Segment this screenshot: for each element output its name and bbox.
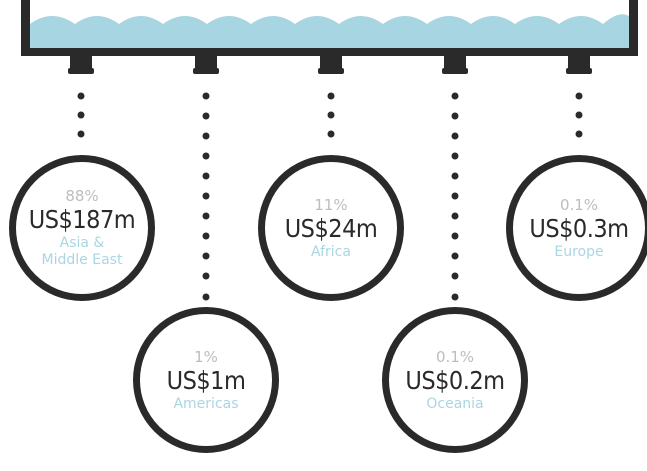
tap-1 xyxy=(68,56,94,74)
region-amount: US$0.3m xyxy=(529,213,629,243)
region-percent: 88% xyxy=(65,187,99,205)
region-bubble-europe: 0.1% US$0.3m Europe xyxy=(506,155,647,301)
region-percent: 0.1% xyxy=(559,195,599,214)
region-percent: 1% xyxy=(194,347,218,366)
drip-line-1 xyxy=(77,92,85,138)
region-name: Europe xyxy=(554,243,604,260)
region-percent: 11% xyxy=(314,195,348,214)
drip-line-3 xyxy=(327,92,335,138)
region-bubble-africa: 11% US$24m Africa xyxy=(258,155,404,301)
tap-2 xyxy=(193,56,219,74)
region-percent: 0.1% xyxy=(435,347,475,366)
region-name: Africa xyxy=(311,243,351,260)
region-bubble-americas: 1% US$1m Americas xyxy=(133,307,279,453)
region-name: Asia & Middle East xyxy=(41,235,123,268)
drip-line-5 xyxy=(575,92,583,138)
region-name: Americas xyxy=(173,395,239,412)
tap-4 xyxy=(442,56,468,74)
region-name: Oceania xyxy=(426,395,484,412)
region-amount: US$1m xyxy=(166,365,246,395)
drip-line-2 xyxy=(202,92,210,301)
water-fill xyxy=(30,14,629,48)
tank-left-wall xyxy=(21,0,30,56)
drip-line-4 xyxy=(451,92,459,301)
region-amount: US$0.2m xyxy=(405,365,505,395)
tap-3 xyxy=(318,56,344,74)
region-bubble-asia: 88% US$187m Asia & Middle East xyxy=(9,155,155,301)
tap-5 xyxy=(566,56,592,74)
region-amount: US$187m xyxy=(28,205,136,234)
region-amount: US$24m xyxy=(284,213,378,243)
region-bubble-oceania: 0.1% US$0.2m Oceania xyxy=(382,307,528,453)
tank-bottom xyxy=(21,48,638,56)
tank-right-wall xyxy=(629,0,638,56)
